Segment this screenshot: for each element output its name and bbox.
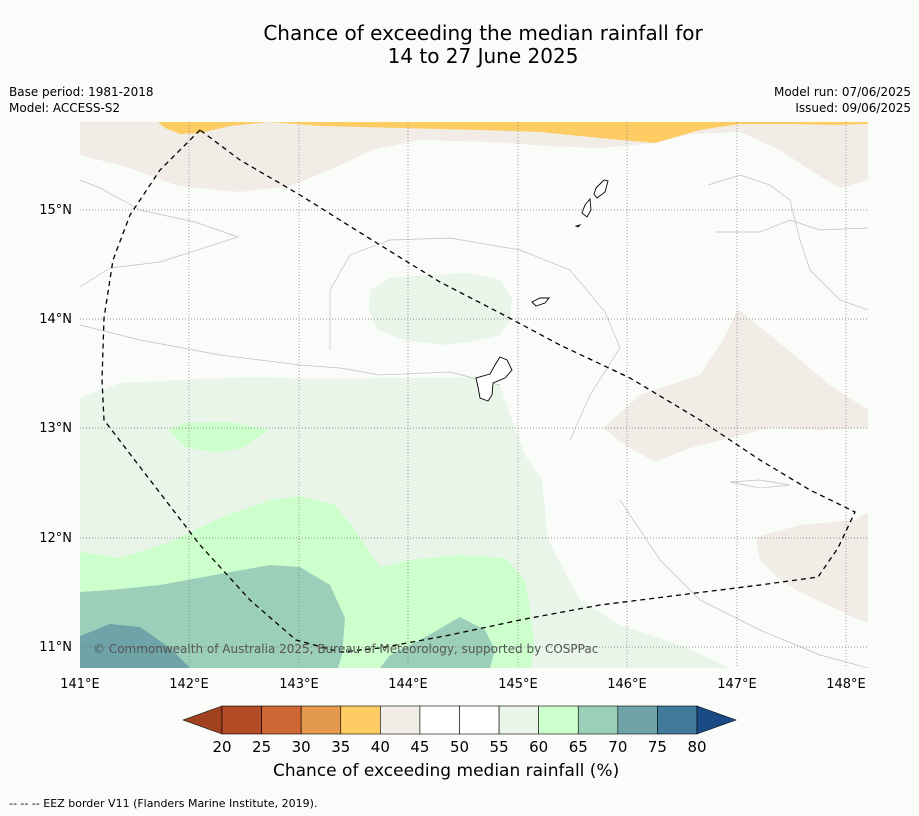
footer-note: -- -- -- EEZ border V11 (Flanders Marine… [9, 797, 318, 810]
island-saipan [593, 179, 609, 199]
lat-label: 12°N [39, 531, 72, 546]
model-run: Model run: 07/06/2025 [773, 85, 911, 99]
zone-70-75 [80, 624, 190, 668]
colorbar-tick-label: 30 [292, 738, 311, 756]
zone-65-70-south-center [380, 617, 495, 668]
colorbar-extend-high [696, 705, 737, 735]
copyright-text: © Commonwealth of Australia 2025, Bureau… [93, 642, 598, 656]
colorbar: 20 25 30 35 40 45 50 55 60 65 70 75 80 [182, 705, 737, 756]
contour-lines [80, 174, 868, 668]
lon-label: 146°E [607, 677, 647, 692]
lat-label: 14°N [39, 312, 72, 327]
map-title: Chance of exceeding the median rainfall … [0, 22, 919, 68]
lon-label: 145°E [498, 677, 538, 692]
colorbar-cell [459, 705, 500, 735]
colorbar-tick-label: 60 [529, 738, 548, 756]
base-period: Base period: 1981-2018 [9, 85, 154, 99]
colorbar-tick-label: 20 [212, 738, 231, 756]
colorbar-cell [617, 705, 658, 735]
title-line-2: 14 to 27 June 2025 [387, 44, 579, 68]
colorbar-cell [498, 705, 539, 735]
meta-left: Base period: 1981-2018 Model: ACCESS-S2 [9, 84, 154, 116]
zone-60-65-west [168, 422, 268, 453]
islands [475, 179, 609, 402]
lon-label: 148°E [826, 677, 866, 692]
lon-label: 147°E [717, 677, 757, 692]
lat-axis: 15°N 14°N 13°N 12°N 11°N [39, 203, 72, 655]
lat-label: 15°N [39, 203, 72, 218]
colorbar-cell [380, 705, 421, 735]
zone-55-60-center [369, 273, 512, 345]
colorbar-cell [340, 705, 381, 735]
map-plot-area: © Commonwealth of Australia 2025, Bureau… [80, 122, 868, 668]
lon-label: 144°E [388, 677, 428, 692]
graticule [80, 122, 868, 668]
title-line-1: Chance of exceeding the median rainfall … [263, 21, 703, 45]
colorbar-label: Chance of exceeding median rainfall (%) [273, 761, 620, 781]
colorbar-tick-label: 25 [252, 738, 271, 756]
colorbar-cell [261, 705, 302, 735]
colorbar-cell [538, 705, 579, 735]
colorbar-cell [577, 705, 619, 735]
island-aguijan [574, 224, 582, 228]
colorbar-cell [657, 705, 698, 735]
lon-label: 143°E [279, 677, 319, 692]
model-name: Model: ACCESS-S2 [9, 101, 121, 115]
colorbar-extend-low [182, 705, 223, 735]
lon-label: 142°E [169, 677, 209, 692]
lat-label: 13°N [39, 421, 72, 436]
meta-right: Model run: 07/06/2025 Issued: 09/06/2025 [774, 84, 911, 116]
issued-date: Issued: 09/06/2025 [795, 101, 911, 115]
colorbar-tick-label: 65 [569, 738, 588, 756]
colorbar-tick-label: 40 [371, 738, 390, 756]
colorbar-tick-label: 50 [450, 738, 469, 756]
colorbar-tick-label: 45 [410, 738, 429, 756]
colorbar-ticks: 20 25 30 35 40 45 50 55 60 65 70 75 80 [212, 738, 706, 756]
zone-40-45-north [80, 122, 868, 192]
zone-35-40-north [158, 122, 868, 143]
colorbar-tick-label: 80 [687, 738, 706, 756]
zone-40-45-east [603, 309, 868, 462]
island-guam [475, 356, 513, 402]
eez-border [101, 129, 856, 653]
colorbar-cells [221, 705, 698, 735]
island-rota [531, 297, 550, 307]
colorbar-cell [419, 705, 460, 735]
lat-label: 11°N [39, 640, 72, 655]
colorbar-tick-label: 35 [331, 738, 350, 756]
colorbar-cell [300, 705, 342, 735]
colorbar-tick-label: 75 [648, 738, 667, 756]
lon-axis: 141°E 142°E 143°E 144°E 145°E 146°E 147°… [60, 677, 866, 692]
colorbar-cell [221, 705, 262, 735]
colorbar-tick-label: 70 [608, 738, 627, 756]
colorbar-tick-label: 55 [490, 738, 509, 756]
zone-40-45-southeast [756, 512, 868, 622]
lon-label: 141°E [60, 677, 100, 692]
island-tinian [581, 197, 592, 218]
